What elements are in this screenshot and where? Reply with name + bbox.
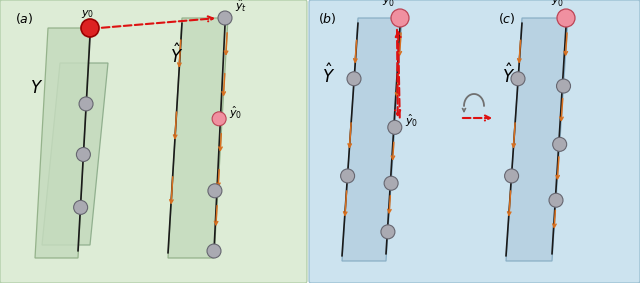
Text: $\hat{Y}$: $\hat{Y}$ bbox=[322, 63, 335, 87]
Polygon shape bbox=[342, 18, 402, 261]
Text: $\hat{y}_0^{new}$: $\hat{y}_0^{new}$ bbox=[383, 0, 408, 9]
Circle shape bbox=[208, 184, 222, 198]
Circle shape bbox=[381, 225, 395, 239]
Text: $\hat{Y}$: $\hat{Y}$ bbox=[502, 63, 515, 87]
Circle shape bbox=[553, 137, 566, 151]
Polygon shape bbox=[168, 18, 228, 258]
Circle shape bbox=[218, 11, 232, 25]
Text: $Y$: $Y$ bbox=[30, 80, 44, 97]
Text: $(c)$: $(c)$ bbox=[498, 11, 516, 26]
Polygon shape bbox=[506, 18, 568, 261]
Text: $\hat{y}_0^{new}$: $\hat{y}_0^{new}$ bbox=[552, 0, 577, 9]
Circle shape bbox=[347, 72, 361, 86]
Circle shape bbox=[504, 169, 518, 183]
Text: $(a)$: $(a)$ bbox=[15, 11, 33, 26]
Circle shape bbox=[557, 9, 575, 27]
FancyBboxPatch shape bbox=[309, 0, 640, 283]
Circle shape bbox=[391, 9, 409, 27]
Circle shape bbox=[384, 176, 398, 190]
FancyBboxPatch shape bbox=[0, 0, 307, 283]
Text: $\hat{y}_0$: $\hat{y}_0$ bbox=[229, 104, 243, 121]
Circle shape bbox=[511, 72, 525, 86]
Text: $(b)$: $(b)$ bbox=[318, 11, 337, 26]
Circle shape bbox=[76, 147, 90, 162]
Circle shape bbox=[207, 244, 221, 258]
Circle shape bbox=[557, 79, 570, 93]
Polygon shape bbox=[35, 28, 90, 258]
Circle shape bbox=[549, 193, 563, 207]
Text: $\hat{y}_t$: $\hat{y}_t$ bbox=[235, 0, 247, 14]
Circle shape bbox=[81, 19, 99, 37]
Text: $y_0$: $y_0$ bbox=[81, 8, 95, 20]
Circle shape bbox=[340, 169, 355, 183]
Circle shape bbox=[388, 120, 402, 134]
Text: $\hat{Y}$: $\hat{Y}$ bbox=[170, 43, 183, 67]
Circle shape bbox=[74, 200, 88, 215]
Circle shape bbox=[212, 112, 226, 126]
Polygon shape bbox=[42, 63, 108, 245]
Text: $\hat{y}_0$: $\hat{y}_0$ bbox=[405, 113, 418, 129]
Circle shape bbox=[79, 97, 93, 111]
